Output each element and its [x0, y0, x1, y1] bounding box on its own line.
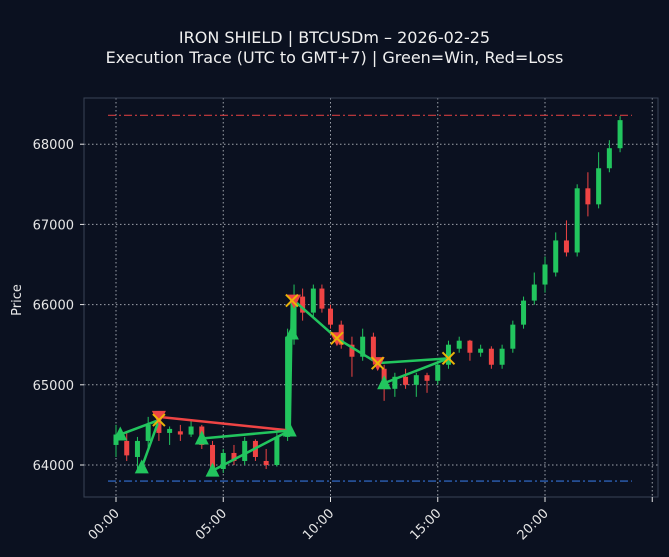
- buy-entry-triangle-icon: [377, 375, 392, 390]
- candle-body: [328, 308, 333, 325]
- candle-body: [319, 288, 325, 309]
- y-tick-label: 64000: [33, 459, 74, 474]
- candle-body: [563, 240, 569, 253]
- trade-line: [336, 337, 379, 365]
- candle-body: [456, 340, 462, 349]
- y-tick-label: 66000: [33, 299, 74, 314]
- candle-body: [360, 336, 366, 357]
- trade-line: [119, 418, 160, 436]
- y-axis: 64000 65000 66000 67000 68000: [33, 138, 84, 474]
- candle-body: [596, 168, 602, 205]
- candle-body: [531, 284, 537, 301]
- candle-body: [274, 436, 280, 465]
- candle-body: [370, 336, 376, 361]
- y-tick-label: 67000: [33, 218, 74, 233]
- trade-line: [293, 299, 338, 340]
- candle-body: [300, 296, 306, 313]
- candle-body: [424, 375, 430, 381]
- buy-entry-triangle-icon: [284, 325, 299, 340]
- candle-body: [145, 424, 151, 441]
- candle-body: [499, 348, 505, 365]
- x-axis: 00:00 05:00 10:00 15:00 20:00: [86, 497, 653, 543]
- exit-x-icon: [152, 413, 166, 427]
- candle-body: [349, 344, 355, 357]
- y-axis-label: Price: [10, 284, 25, 316]
- chart-title-line1: IRON SHIELD | BTCUSDm – 2026-02-25: [178, 28, 491, 47]
- x-tick-label: 00:00: [86, 506, 123, 543]
- candle-body: [617, 120, 623, 149]
- x-tick-label: 10:00: [300, 506, 337, 543]
- plot-frame: [83, 97, 659, 498]
- x-tick-label: 15:00: [407, 506, 444, 543]
- chart-title-line2: Execution Trace (UTC to GMT+7) | Green=W…: [105, 48, 564, 67]
- candle-body: [242, 440, 248, 461]
- candle-body: [521, 300, 527, 325]
- candle-body: [553, 240, 559, 273]
- candle-body: [124, 440, 130, 456]
- y-tick-label: 65000: [33, 379, 74, 394]
- candle-body: [177, 431, 183, 435]
- trade-line: [211, 429, 291, 472]
- trade-line: [383, 357, 449, 385]
- sell-entry-triangle-icon: [151, 410, 166, 425]
- buy-entry-triangle-icon: [282, 422, 297, 437]
- candle-body: [435, 364, 441, 381]
- candle-body: [263, 460, 269, 465]
- candle-body: [488, 348, 494, 365]
- exit-x-icon: [370, 356, 385, 370]
- buy-entry-triangle-icon: [134, 459, 149, 474]
- buy-entry-triangle-icon: [194, 430, 209, 445]
- trade-line: [377, 357, 449, 365]
- buy-entry-triangle-icon: [113, 426, 128, 441]
- candle-body: [392, 376, 398, 389]
- trade-traces: [113, 293, 456, 477]
- candle-body: [310, 288, 316, 313]
- candle-body: [231, 452, 237, 461]
- candle-body: [285, 336, 291, 437]
- trade-line: [158, 415, 290, 432]
- candle-body: [403, 376, 409, 385]
- candle-body: [220, 452, 226, 470]
- candle-body: [574, 188, 580, 253]
- candle-body: [445, 344, 451, 365]
- price-levels: [108, 114, 632, 482]
- x-tick-label: 05:00: [193, 506, 230, 543]
- candle-body: [134, 440, 140, 457]
- exit-x-icon: [285, 293, 299, 308]
- candle-body: [467, 340, 473, 353]
- candle-body: [167, 428, 173, 433]
- candle-body: [210, 444, 216, 470]
- chart-title: IRON SHIELD | BTCUSDm – 2026-02-25 Execu…: [0, 28, 669, 68]
- candle-body: [585, 188, 591, 205]
- candle-body: [478, 348, 484, 353]
- trade-line: [201, 429, 290, 440]
- buy-entry-triangle-icon: [205, 462, 220, 477]
- exit-x-icon: [441, 351, 456, 366]
- candle-body: [291, 296, 297, 337]
- candle-body: [542, 264, 548, 285]
- trade-line: [140, 419, 161, 468]
- exit-x-icon: [330, 331, 344, 345]
- y-tick-label: 68000: [33, 138, 74, 153]
- candle-body: [510, 324, 516, 349]
- x-tick-label: 20:00: [515, 506, 552, 543]
- candle-body: [413, 375, 419, 385]
- candle-body: [188, 426, 194, 435]
- candle-body: [606, 148, 612, 169]
- candle-body: [156, 420, 162, 433]
